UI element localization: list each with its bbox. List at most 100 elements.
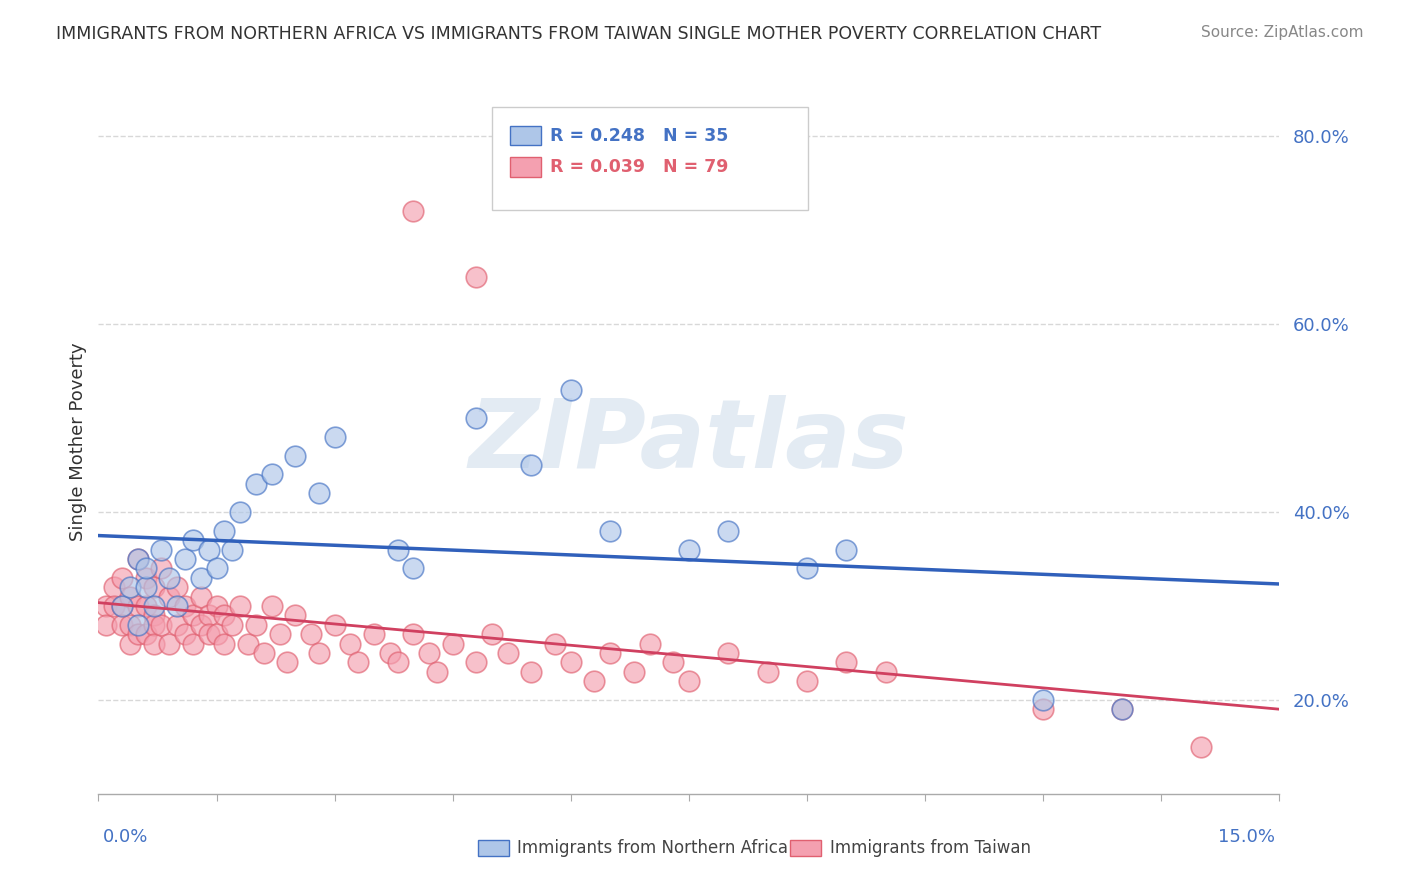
Point <box>127 552 149 566</box>
Point <box>127 552 149 566</box>
Point <box>135 571 157 585</box>
Point <box>135 580 157 594</box>
Point <box>142 636 165 650</box>
Point <box>197 608 219 623</box>
Point <box>245 476 267 491</box>
Point <box>560 656 582 670</box>
Point <box>166 617 188 632</box>
Point <box>166 580 188 594</box>
Text: R = 0.039   N = 79: R = 0.039 N = 79 <box>550 158 728 176</box>
Point <box>756 665 779 679</box>
Point <box>465 270 488 285</box>
Point <box>157 571 180 585</box>
Point <box>205 627 228 641</box>
Point <box>229 505 252 519</box>
Point <box>135 561 157 575</box>
Text: 0.0%: 0.0% <box>103 828 148 846</box>
Point <box>284 449 307 463</box>
Point <box>339 636 361 650</box>
Point <box>214 608 236 623</box>
Point <box>150 542 173 557</box>
Point <box>236 636 259 650</box>
Text: Immigrants from Northern Africa: Immigrants from Northern Africa <box>517 839 789 857</box>
Point <box>205 599 228 613</box>
Point <box>111 571 134 585</box>
Point <box>157 590 180 604</box>
Point <box>599 524 621 538</box>
Point <box>481 627 503 641</box>
Y-axis label: Single Mother Poverty: Single Mother Poverty <box>69 343 87 541</box>
Point <box>174 627 197 641</box>
Point <box>127 599 149 613</box>
Point <box>260 599 283 613</box>
Point <box>678 542 700 557</box>
Point <box>441 636 464 650</box>
Point <box>229 599 252 613</box>
Point <box>363 627 385 641</box>
Point <box>103 599 125 613</box>
Point <box>96 599 118 613</box>
Point <box>520 665 543 679</box>
Point <box>426 665 449 679</box>
Text: ZIPatlas: ZIPatlas <box>468 395 910 488</box>
Text: Source: ZipAtlas.com: Source: ZipAtlas.com <box>1201 25 1364 40</box>
Point <box>796 561 818 575</box>
Point <box>221 617 243 632</box>
Point <box>387 542 409 557</box>
Point <box>378 646 401 660</box>
Point <box>623 665 645 679</box>
Point <box>323 617 346 632</box>
Point <box>875 665 897 679</box>
Point <box>599 646 621 660</box>
Point <box>835 656 858 670</box>
Point <box>465 411 488 425</box>
Point <box>150 561 173 575</box>
Point <box>662 656 685 670</box>
Point <box>717 524 740 538</box>
Point <box>276 656 298 670</box>
Point <box>260 467 283 482</box>
Point <box>118 590 141 604</box>
Point <box>135 599 157 613</box>
Point <box>835 542 858 557</box>
Point <box>190 571 212 585</box>
Point <box>150 617 173 632</box>
Point <box>221 542 243 557</box>
Point <box>205 561 228 575</box>
Point <box>544 636 567 650</box>
Point <box>181 636 204 650</box>
Text: R = 0.248   N = 35: R = 0.248 N = 35 <box>550 127 728 145</box>
Point <box>174 552 197 566</box>
Point <box>796 674 818 689</box>
Point <box>118 617 141 632</box>
Point <box>402 561 425 575</box>
Point <box>560 383 582 397</box>
Text: Immigrants from Taiwan: Immigrants from Taiwan <box>830 839 1031 857</box>
Point <box>253 646 276 660</box>
Point <box>142 617 165 632</box>
Point <box>142 580 165 594</box>
Point <box>347 656 370 670</box>
Point <box>1032 702 1054 716</box>
Point <box>496 646 519 660</box>
Point <box>197 542 219 557</box>
Point <box>418 646 440 660</box>
Point <box>1189 739 1212 754</box>
Point <box>190 617 212 632</box>
Point <box>174 599 197 613</box>
Point <box>465 656 488 670</box>
Point <box>520 458 543 472</box>
Point <box>181 533 204 548</box>
Point <box>111 599 134 613</box>
Point <box>157 636 180 650</box>
Point <box>135 627 157 641</box>
Point <box>166 599 188 613</box>
Point <box>103 580 125 594</box>
Point <box>214 636 236 650</box>
Point <box>308 646 330 660</box>
Point <box>387 656 409 670</box>
Point <box>717 646 740 660</box>
Point <box>118 580 141 594</box>
Point <box>214 524 236 538</box>
Point <box>269 627 291 641</box>
